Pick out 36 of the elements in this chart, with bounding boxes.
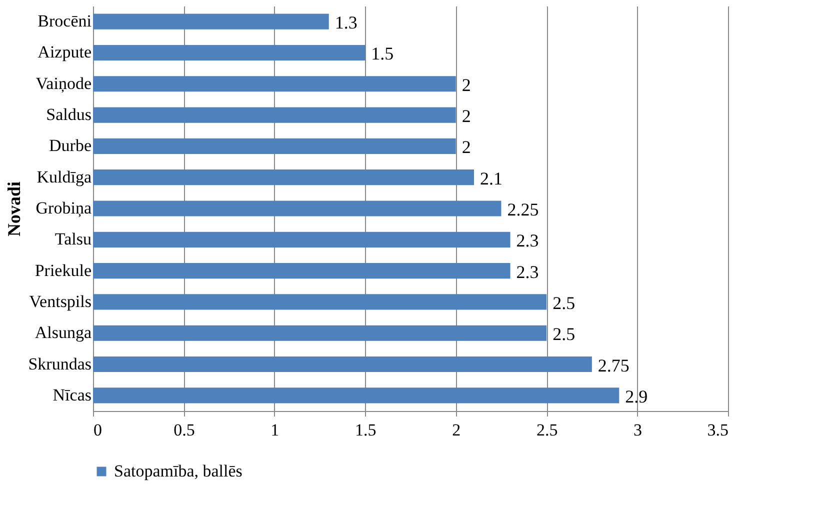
y-tick-label: Skrundas [28,354,92,374]
data-label: 2 [462,106,471,126]
y-tick-label: Brocēni [38,12,92,31]
y-tick-label: Aizpute [38,42,92,62]
data-label: 2.9 [625,386,648,406]
x-tick-label: 0.5 [174,420,195,440]
data-label: 2 [462,137,471,158]
data-label: 1.3 [334,12,358,33]
x-tick-label: 3 [634,420,642,440]
data-label: 2.25 [507,200,539,220]
x-tick-label: 1 [270,420,280,440]
legend-label: Satopamība, ballēs [114,462,242,480]
x-tick-label: 3.5 [707,420,728,440]
x-tick-label: 1.5 [355,420,376,440]
y-tick-label: Ventspils [29,292,92,311]
y-tick-label: Priekule [34,260,92,280]
y-tick-label: Vaiņode [36,74,92,93]
data-label: 2.3 [516,230,539,251]
data-label: 2.75 [598,355,630,376]
data-label: 2.1 [480,168,502,188]
y-tick-label: Talsu [54,230,92,249]
x-tick-label: 0 [94,420,102,440]
data-label: 2.5 [552,292,576,313]
y-tick-label: Durbe [49,136,92,156]
data-label: 2.3 [516,262,539,282]
y-tick-label: Kuldīga [36,167,92,186]
y-tick-label: Nīcas [52,385,92,404]
y-tick-label: Grobiņa [36,198,92,218]
y-tick-label: Alsunga [34,323,92,342]
data-label: 1.5 [371,44,394,64]
y-tick-label: Saldus [46,105,92,124]
data-label: 2.5 [552,324,576,344]
x-tick-label: 2 [452,420,461,440]
x-tick-label: 2.5 [536,420,558,440]
y-axis-title: Novadi [4,181,24,237]
data-label: 2 [462,74,471,95]
